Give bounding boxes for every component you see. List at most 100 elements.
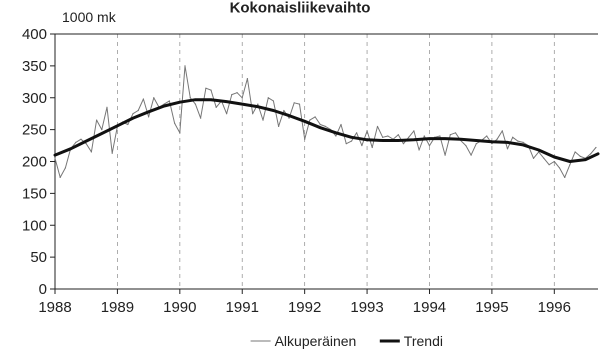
series-alkuper-inen-point	[506, 148, 509, 150]
series-trendi-point	[70, 148, 72, 150]
series-trendi-point	[460, 138, 462, 140]
series-alkuper-inen-point	[548, 164, 550, 166]
series-alkuper-inen-point	[288, 117, 290, 119]
series-trendi-point	[491, 141, 493, 143]
series-alkuper-inen-point	[397, 134, 399, 136]
series-alkuper-inen-point	[241, 97, 243, 99]
series-trendi-point	[54, 154, 56, 156]
series-trendi-point	[101, 132, 103, 135]
series-alkuper-inen-point	[142, 98, 145, 100]
series-trendi-point	[522, 144, 524, 146]
series-alkuper-inen-point	[278, 125, 280, 128]
series-alkuper-inen-point	[496, 138, 498, 140]
series-alkuper-inen-point	[340, 123, 342, 126]
y-tick-labels: 0 50 100 150 200 250 300 350 400	[22, 26, 47, 298]
series-trendi-point	[569, 160, 571, 163]
x-tick-label: 1990	[163, 299, 196, 316]
series-alkuper-inen-point	[64, 167, 67, 169]
series-trendi-line	[53, 98, 600, 163]
series-trendi-point	[288, 115, 290, 117]
series-alkuper-inen-point	[80, 138, 82, 140]
series-alkuper-inen-point	[200, 117, 202, 119]
series-alkuper-inen-point	[512, 136, 514, 138]
y-tick-label: 0	[39, 281, 47, 298]
legend: Alkuperäinen Trendi	[250, 333, 443, 349]
series-trendi-point	[444, 137, 446, 140]
series-trendi-point	[85, 140, 87, 142]
series-alkuper-inen-point	[517, 140, 519, 142]
legend-alkuper-inen-label: Alkuperäinen	[275, 333, 357, 349]
series-alkuper-inen-point	[75, 141, 77, 143]
series-alkuper-inen-point	[522, 141, 524, 143]
series-alkuper-inen-point	[137, 109, 139, 112]
series-alkuper-inen-point	[111, 152, 113, 154]
series-alkuper-inen-point	[148, 116, 150, 118]
x-tick-label: 1991	[226, 299, 259, 316]
series-alkuper-inen-point	[465, 144, 467, 147]
series-alkuper-inen-point	[361, 144, 363, 147]
series-alkuper-inen-point	[90, 151, 92, 153]
series-alkuper-inen-point	[189, 97, 191, 99]
series-alkuper-inen-point	[595, 146, 597, 149]
series-alkuper-inen-point	[543, 157, 545, 159]
series-alkuper-inen-point	[304, 138, 306, 140]
series-alkuper-inen-point	[553, 160, 555, 163]
series-alkuper-inen-point	[272, 100, 275, 102]
series-alkuper-inen-point	[319, 123, 321, 126]
series-trendi-point	[272, 109, 275, 112]
series-alkuper-inen-point	[298, 103, 301, 105]
axes	[50, 33, 598, 294]
series-alkuper-inen-point	[501, 130, 503, 132]
series-trendi-point	[194, 99, 197, 101]
series-alkuper-inen-point	[335, 135, 337, 137]
chart-title: Kokonaisliikevaihto	[230, 0, 371, 16]
series-alkuper-inen-point	[262, 119, 264, 121]
series-trendi-point	[148, 111, 150, 113]
series-alkuper-inen-point	[85, 143, 87, 145]
series-alkuper-inen-point	[382, 136, 384, 138]
series-alkuper-inen-line	[54, 65, 597, 178]
series-alkuper-inen-point	[491, 143, 493, 145]
series-alkuper-inen-point	[423, 135, 425, 137]
x-tick-labels: 1988 1989 1990 1991 1992 1993 1994 1995 1996	[38, 299, 571, 316]
series-trendi-point	[241, 103, 243, 105]
y-tick-label: 150	[22, 185, 47, 202]
series-alkuper-inen-point	[96, 119, 98, 121]
series-alkuper-inen-point	[314, 116, 316, 118]
series-alkuper-inen-point	[293, 102, 295, 104]
series-alkuper-inen-point	[127, 123, 129, 126]
series-alkuper-inen-point	[387, 135, 389, 137]
series-alkuper-inen-point	[205, 87, 207, 89]
series-alkuper-inen-point	[231, 93, 233, 96]
series-alkuper-inen-point	[418, 149, 420, 151]
x-tick-label: 1996	[538, 299, 571, 316]
series-trendi-point	[538, 149, 540, 151]
series-trendi-point	[210, 99, 212, 101]
series-alkuper-inen-point	[252, 113, 254, 115]
series-alkuper-inen-point	[449, 134, 451, 136]
series-alkuper-inen-point	[59, 176, 61, 179]
series-trendi-point	[163, 105, 165, 107]
series-alkuper-inen-point	[215, 106, 217, 108]
legend-trendi-label: Trendi	[404, 333, 443, 349]
series-alkuper-inen-point	[470, 154, 472, 156]
series-alkuper-inen-point	[324, 125, 327, 128]
series-trendi-point	[319, 127, 321, 129]
series-alkuper-inen-point	[454, 132, 457, 134]
series-alkuper-inen-point	[184, 65, 186, 67]
series-alkuper-inen-point	[574, 151, 576, 153]
y-tick-label: 100	[22, 217, 47, 234]
series-trendi-point	[506, 141, 509, 143]
x-tick-label: 1988	[38, 299, 71, 316]
series-trendi-point	[350, 136, 353, 138]
series-alkuper-inen-point	[532, 157, 535, 159]
y-tick-label: 400	[22, 26, 47, 43]
series-alkuper-inen-point	[257, 103, 259, 105]
x-tick-label: 1995	[475, 299, 508, 316]
series-trendi-point	[553, 156, 555, 158]
series-trendi-point	[116, 125, 119, 127]
series-alkuper-inen-point	[569, 164, 571, 166]
series-alkuper-inen-point	[168, 100, 171, 102]
series-alkuper-inen-point	[579, 155, 581, 157]
series-trendi-point	[413, 139, 415, 141]
